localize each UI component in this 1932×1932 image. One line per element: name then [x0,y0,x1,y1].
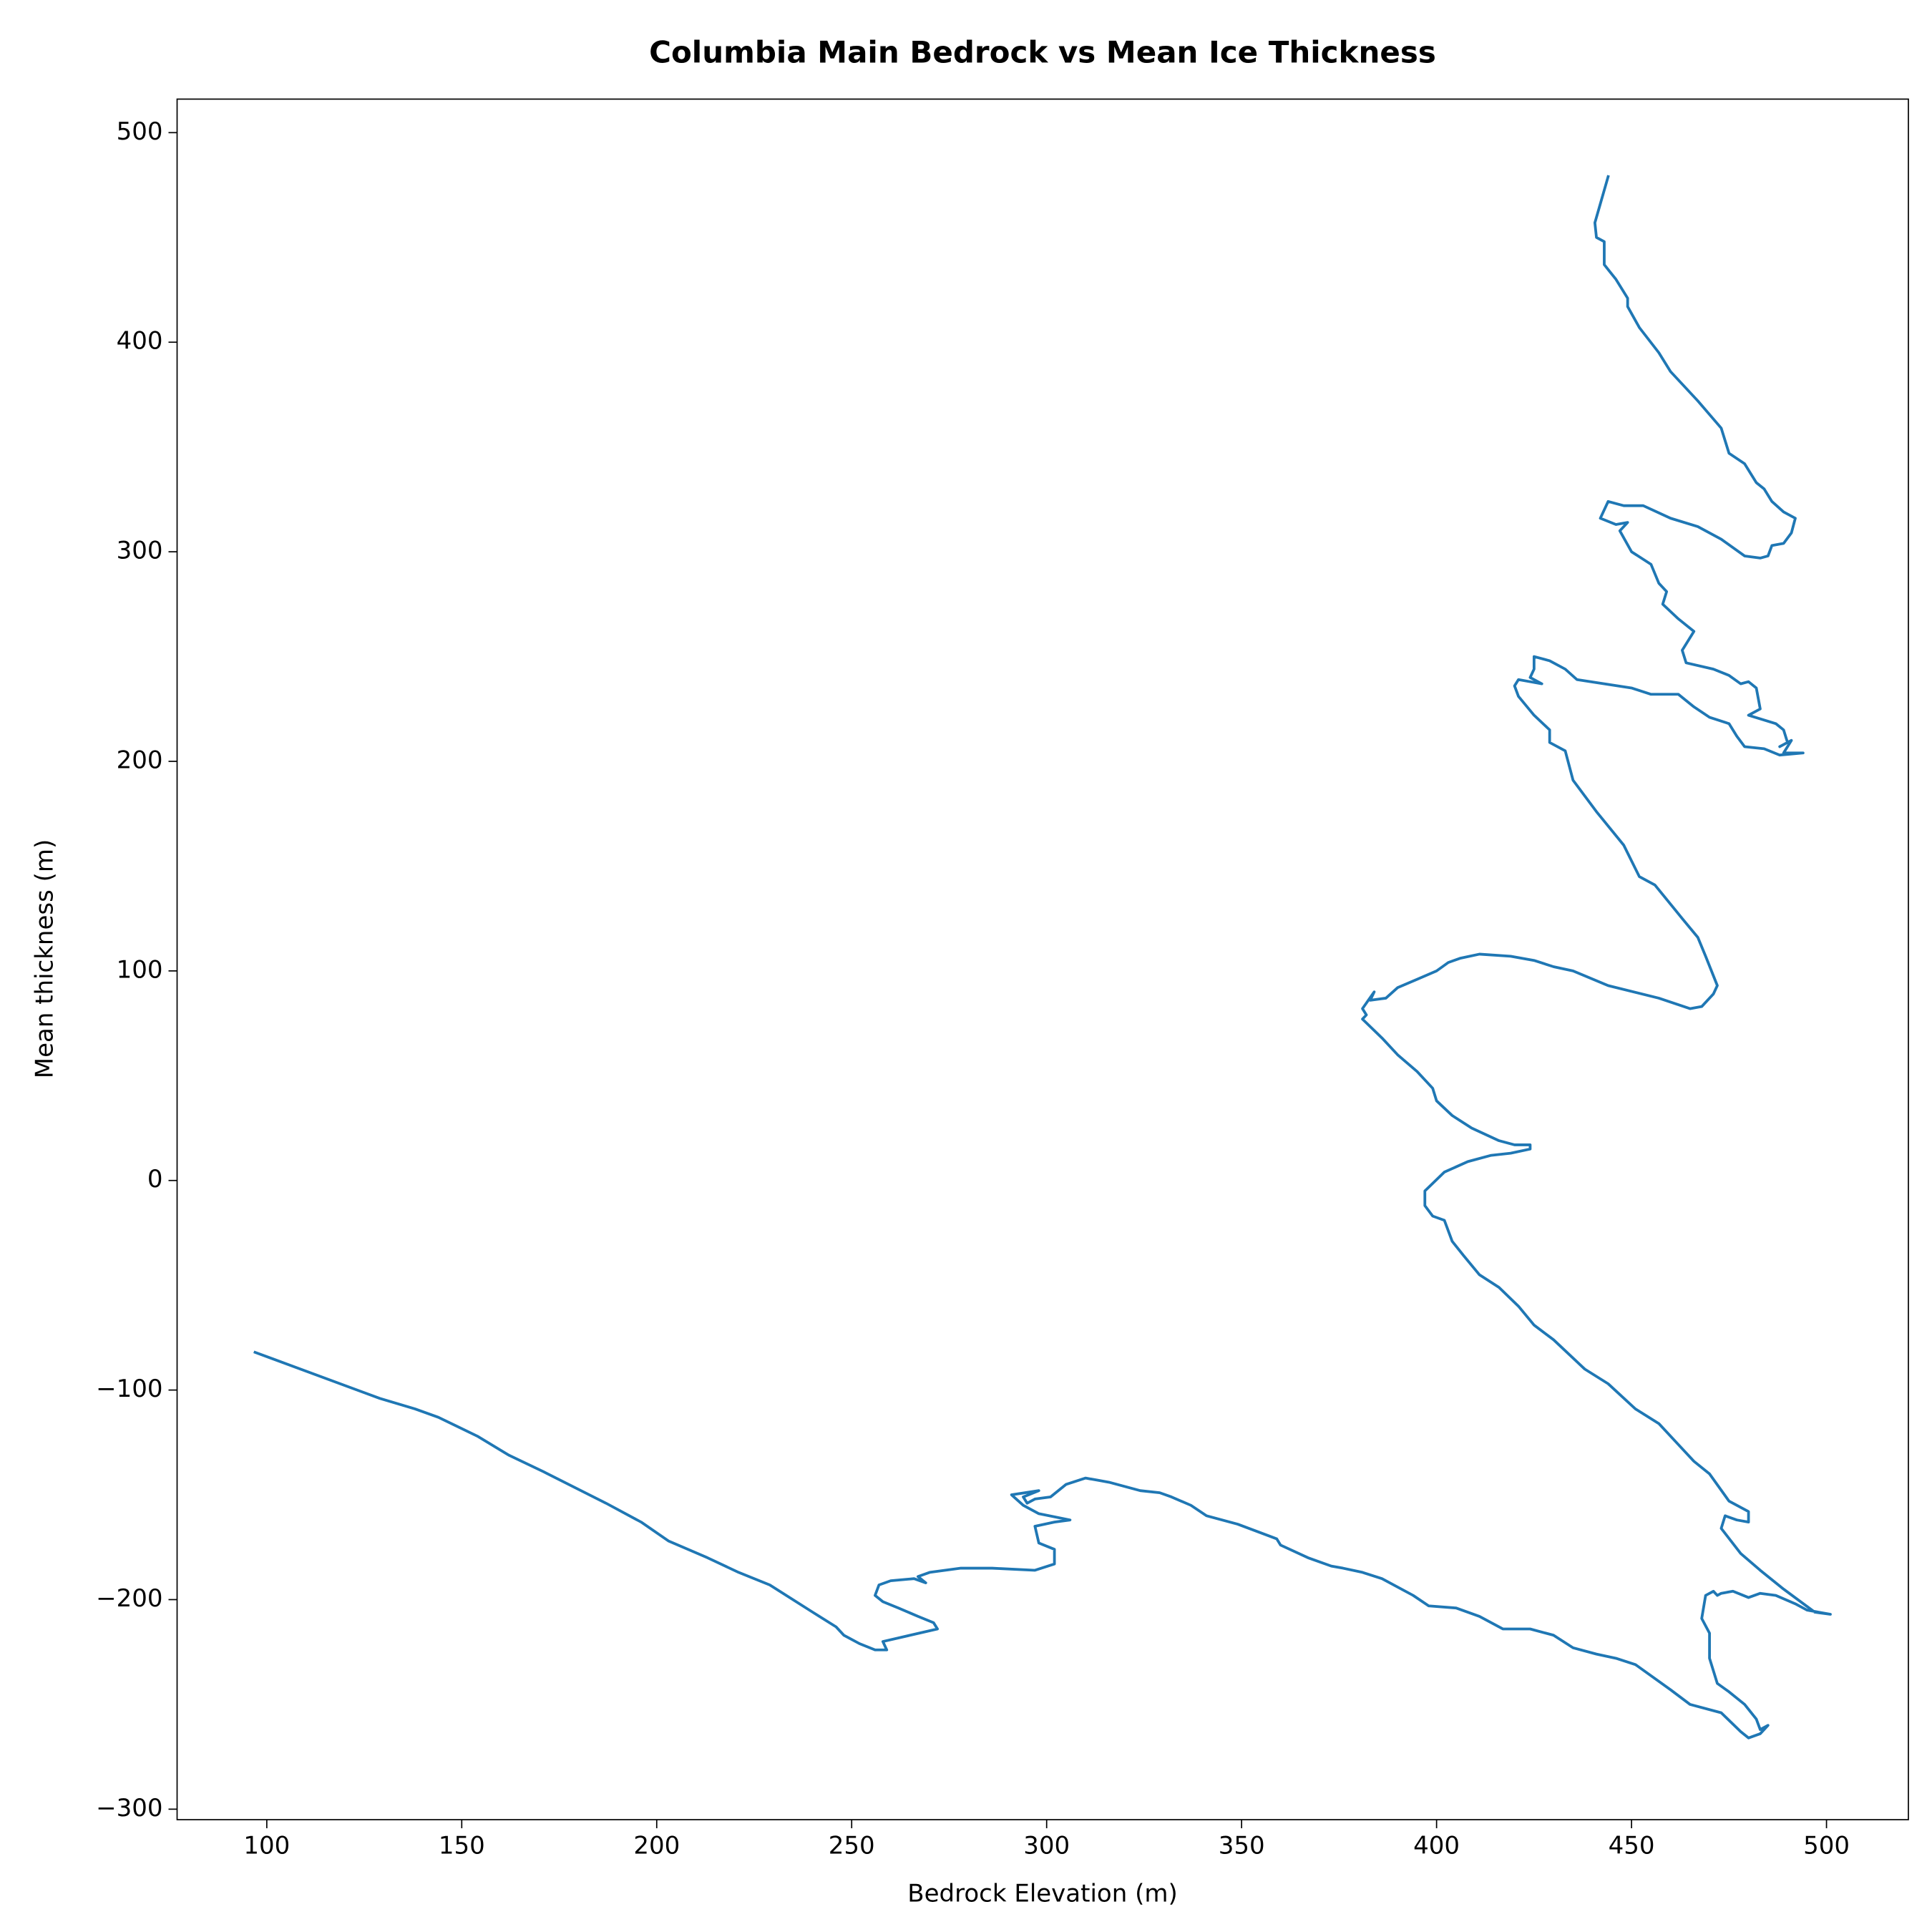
x-axis-label: Bedrock Elevation (m) [907,1880,1177,1908]
x-tick-label: 200 [633,1832,680,1860]
plot-frame [176,98,1909,1820]
x-tick-label: 300 [1023,1832,1070,1860]
y-tick-label: 500 [117,117,163,146]
x-tick-label: 100 [243,1832,290,1860]
x-tick-label: 350 [1219,1832,1265,1860]
y-tick-label: −200 [96,1584,162,1613]
x-tick-label: 150 [439,1832,485,1860]
y-tick-label: 0 [147,1165,163,1194]
x-tick-label: 500 [1803,1832,1850,1860]
data-line [253,175,1832,1740]
x-tick-label: 250 [829,1832,875,1860]
y-tick-label: −300 [96,1794,162,1823]
y-tick-label: 100 [117,955,163,984]
chart-title: Columbia Main Bedrock vs Mean Ice Thickn… [649,35,1436,70]
x-tick-label: 400 [1413,1832,1460,1860]
y-tick-label: −100 [96,1375,162,1403]
y-axis-label: Mean thickness (m) [31,839,59,1079]
x-tick-label: 450 [1609,1832,1655,1860]
y-tick-label: 200 [117,746,163,774]
y-tick-label: 400 [117,327,163,356]
y-tick-label: 300 [117,537,163,565]
